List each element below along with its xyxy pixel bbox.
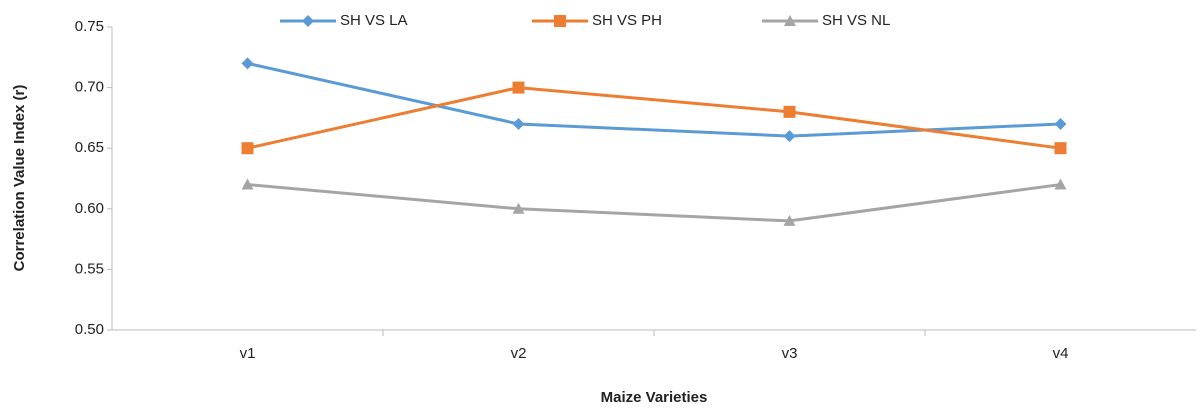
data-point (1054, 142, 1067, 155)
y-tick-label: 0.60 (75, 200, 104, 217)
legend-marker (784, 15, 796, 26)
data-point (512, 117, 525, 130)
legend-marker (302, 15, 314, 27)
legend-label: SH VS LA (340, 12, 408, 29)
x-tick-label: v4 (1053, 345, 1069, 362)
y-tick-label: 0.55 (75, 260, 104, 277)
y-tick-label: 0.50 (75, 321, 104, 338)
y-tick-label: 0.65 (75, 139, 104, 156)
data-point (241, 142, 254, 155)
data-point (783, 214, 796, 226)
data-point (1054, 178, 1067, 190)
data-point (783, 130, 796, 143)
legend-label: SH VS NL (822, 12, 890, 29)
x-tick-label: v3 (782, 345, 798, 362)
data-point (241, 178, 254, 190)
y-tick-label: 0.75 (75, 18, 104, 35)
data-point (512, 81, 525, 94)
data-point (1054, 117, 1067, 130)
legend-marker (554, 15, 566, 27)
data-point (783, 105, 796, 118)
y-axis-title: Correlation Value Index (r) (11, 85, 28, 272)
data-point (512, 202, 525, 214)
x-tick-label: v2 (511, 345, 527, 362)
y-tick-label: 0.70 (75, 79, 104, 96)
series-line (247, 86, 1061, 150)
legend-label: SH VS PH (592, 12, 662, 29)
data-point (241, 57, 254, 70)
series-line (247, 183, 1061, 223)
x-tick-label: v1 (240, 345, 256, 362)
x-axis-title: Maize Varieties (601, 389, 708, 406)
